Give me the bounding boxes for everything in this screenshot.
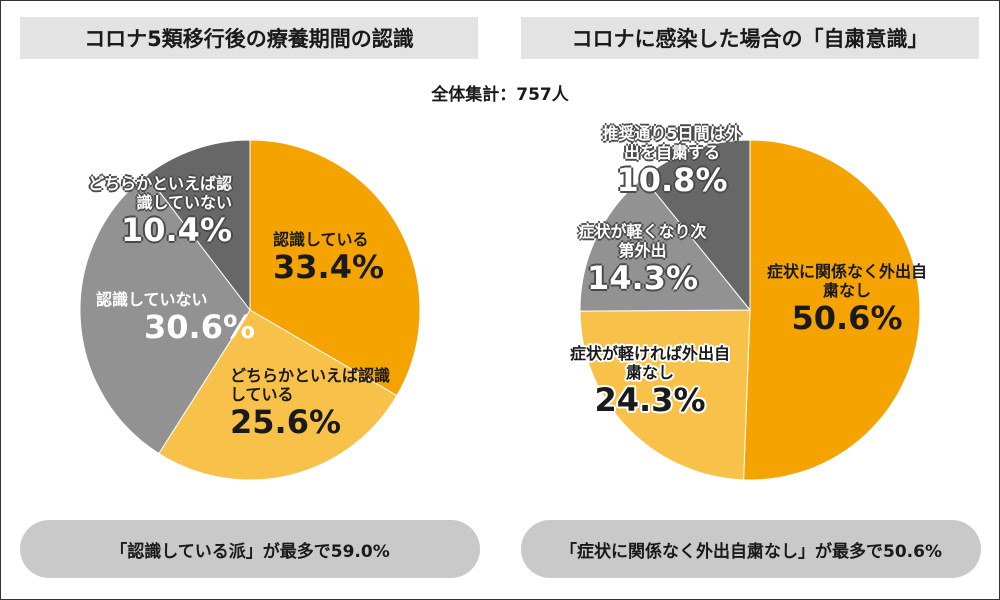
pie-chart-left <box>79 139 421 481</box>
slice-value: 24.3% <box>594 381 706 420</box>
slice-label: 症状に関係なく外出自粛なし <box>766 262 927 301</box>
summary-left: 「認識している派」が最多で59.0% <box>20 520 480 578</box>
label-left-not-aware: 認識していない 30.6% <box>96 290 255 346</box>
pie-slice-3 <box>145 139 251 312</box>
label-right-no-restraint: 症状に関係なく外出自粛なし 50.6% <box>762 262 932 337</box>
pie-slice-1 <box>158 309 398 481</box>
label-left-aware: 認識している 33.4% <box>273 230 384 286</box>
label-left-somewhat-aware: どちらかといえば認識している 25.6% <box>230 366 395 441</box>
slice-label: どちらかといえば認識していない <box>87 174 232 213</box>
slice-label: 推奨通り5日間は外出を自粛する <box>602 124 742 163</box>
label-right-go-out-when-better: 症状が軽くなり次第外出 14.3% <box>575 222 710 297</box>
pie-slice-2 <box>79 174 251 455</box>
slice-value: 30.6% <box>144 308 256 347</box>
chart-title-left: コロナ5類移行後の療養期間の認識 <box>20 17 478 59</box>
total-respondents: 全体集計：757人 <box>431 85 569 105</box>
pie-slice-2 <box>579 176 752 312</box>
slice-label: 症状が軽くなり次第外出 <box>578 222 707 261</box>
pie-chart-right <box>579 139 921 481</box>
slice-label: 認識していない <box>96 290 208 309</box>
slice-label: 認識している <box>273 230 369 249</box>
slice-value: 33.4% <box>273 248 385 287</box>
label-left-somewhat-not-aware: どちらかといえば認識していない 10.4% <box>82 174 232 249</box>
slice-value: 25.6% <box>230 403 342 442</box>
slice-label: 症状が軽ければ外出自粛なし <box>570 344 731 383</box>
pie-slice-0 <box>249 139 421 397</box>
slice-value: 10.4% <box>120 211 232 250</box>
slice-label: どちらかといえば認識している <box>230 366 391 405</box>
pie-slice-3 <box>642 139 751 312</box>
label-right-five-day-restraint: 推奨通り5日間は外出を自粛する 10.8% <box>598 124 746 199</box>
slice-value: 50.6% <box>791 299 903 338</box>
label-right-mild-no-restraint: 症状が軽ければ外出自粛なし 24.3% <box>570 344 730 419</box>
chart-title-right: コロナに感染した場合の「自粛意識」 <box>521 17 979 59</box>
summary-right: 「症状に関係なく外出自粛なし」が最多で50.6% <box>521 520 981 578</box>
slice-value: 10.8% <box>616 161 728 200</box>
slice-value: 14.3% <box>586 259 698 298</box>
pie-slice-1 <box>579 309 751 481</box>
pie-slice-0 <box>743 139 921 481</box>
